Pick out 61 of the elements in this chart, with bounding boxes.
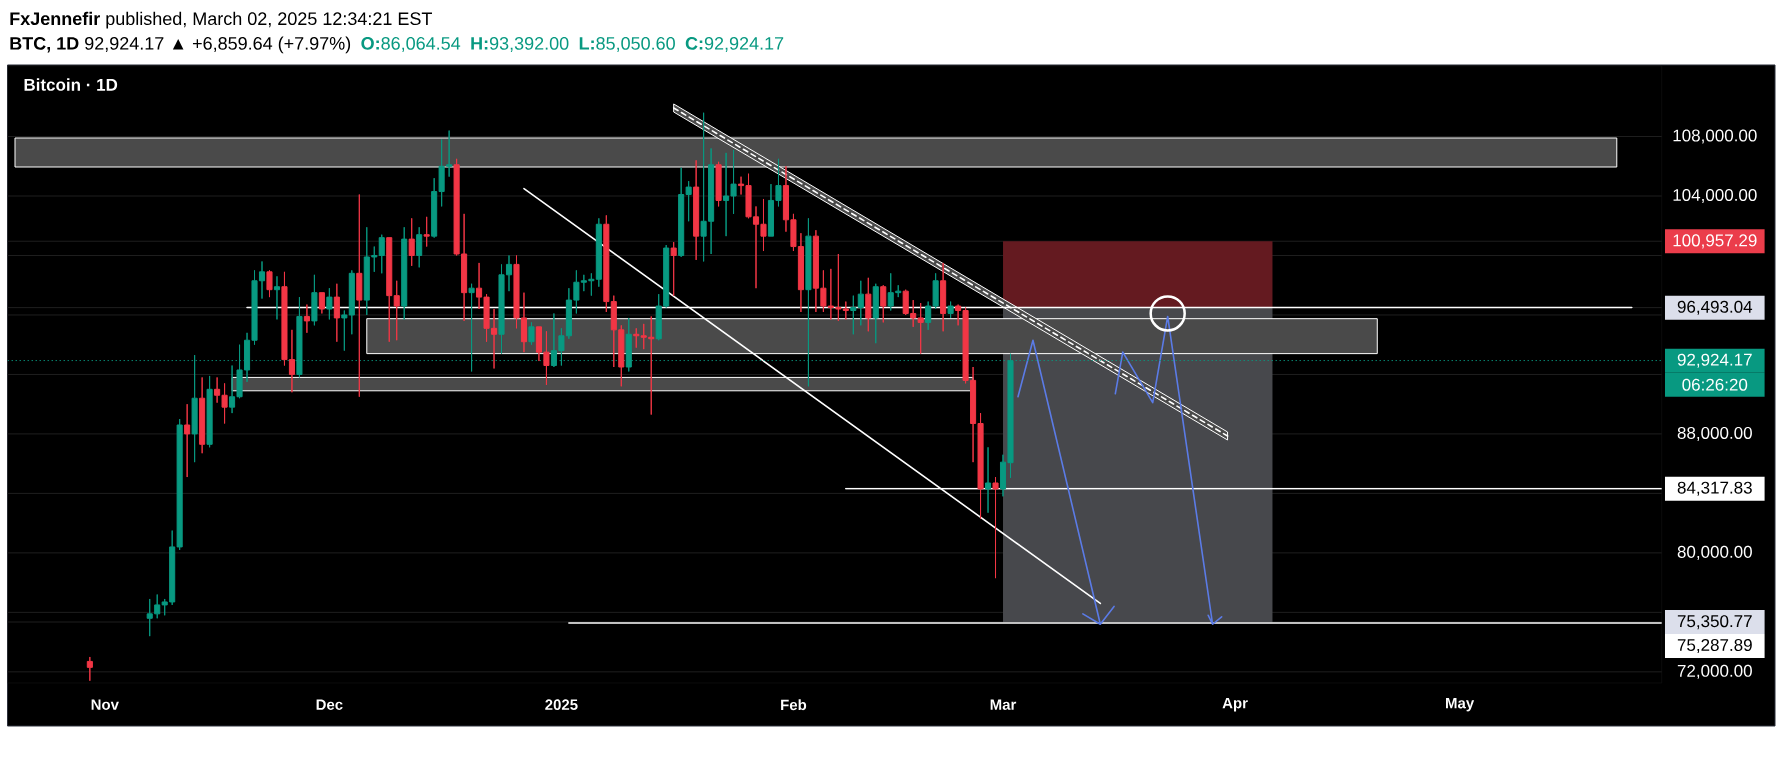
annotation: 06:26:20 [1682, 378, 1748, 391]
x-tick-label: Dec [316, 699, 343, 710]
candlestick [880, 284, 887, 323]
text: C:92,924.17 [685, 37, 784, 52]
text: H:93,392.00 [471, 37, 569, 52]
line-series [1114, 315, 1223, 626]
line-series [1017, 339, 1115, 626]
candlestick [857, 280, 864, 326]
candlestick [206, 375, 213, 448]
data-label: 84,317.83 [1677, 481, 1752, 496]
candlestick [985, 446, 992, 514]
y-tick-label: 72,000.00 [1677, 664, 1752, 679]
candlestick [356, 194, 363, 398]
x-tick-label: May [1446, 697, 1475, 712]
candlestick [199, 376, 206, 454]
y-tick-label: 96,493.04 [1677, 300, 1753, 315]
x-tick-label: Feb [781, 699, 807, 711]
candlestick [401, 226, 408, 320]
candlestick [386, 237, 393, 343]
candlestick [423, 216, 430, 248]
candlestick [715, 161, 722, 207]
candlestick [947, 301, 954, 319]
candlestick [633, 327, 640, 349]
text: Bitcoin · 1D [24, 78, 118, 91]
candlestick [266, 269, 273, 298]
candlestick [940, 262, 947, 332]
y-tick-label: 104,000.00 [1673, 188, 1757, 204]
candlestick [273, 275, 281, 320]
candlestick [528, 321, 535, 346]
text: FxJennefir published, March 02, 2025 12:34:21 EST [10, 11, 432, 29]
y-tick-label: 100,957.29 [1673, 234, 1757, 249]
data-label: 75,287.89 [1677, 638, 1752, 654]
candlestick [670, 241, 677, 297]
text: L:85,050.60 [579, 37, 675, 52]
candlestick [86, 656, 93, 682]
x-tick-label: Nov [91, 699, 119, 710]
candlestick [393, 280, 400, 341]
candlestick [311, 274, 318, 326]
y-tick-label: 108,000.00 [1673, 129, 1757, 144]
candlestick [992, 476, 999, 579]
candlestick [865, 277, 872, 332]
candlestick [416, 226, 423, 268]
text: BTC, 1D 92,924.17 ▲ +6,859.64 (+7.97%) [10, 36, 351, 54]
candlestick [378, 234, 385, 274]
candlestick [333, 283, 340, 343]
y-tick-label: 75,350.77 [1677, 615, 1752, 630]
candlestick [318, 292, 325, 314]
text: O:86,064.54 [361, 37, 461, 52]
x-tick-label: 2025 [545, 699, 578, 710]
candlestick [693, 159, 700, 261]
candlestick [326, 287, 333, 320]
y-tick-label: 88,000.00 [1677, 426, 1752, 441]
ref-line-label: 92,924.17 [1677, 353, 1752, 368]
candlestick [184, 403, 191, 478]
x-tick-label: Apr [1222, 697, 1248, 712]
candlestick [872, 283, 879, 344]
y-tick-label: 80,000.00 [1677, 545, 1752, 560]
candlestick [303, 304, 310, 334]
candlestick [850, 295, 857, 335]
x-tick-label: Mar [990, 699, 1017, 710]
candlestick [408, 217, 415, 267]
